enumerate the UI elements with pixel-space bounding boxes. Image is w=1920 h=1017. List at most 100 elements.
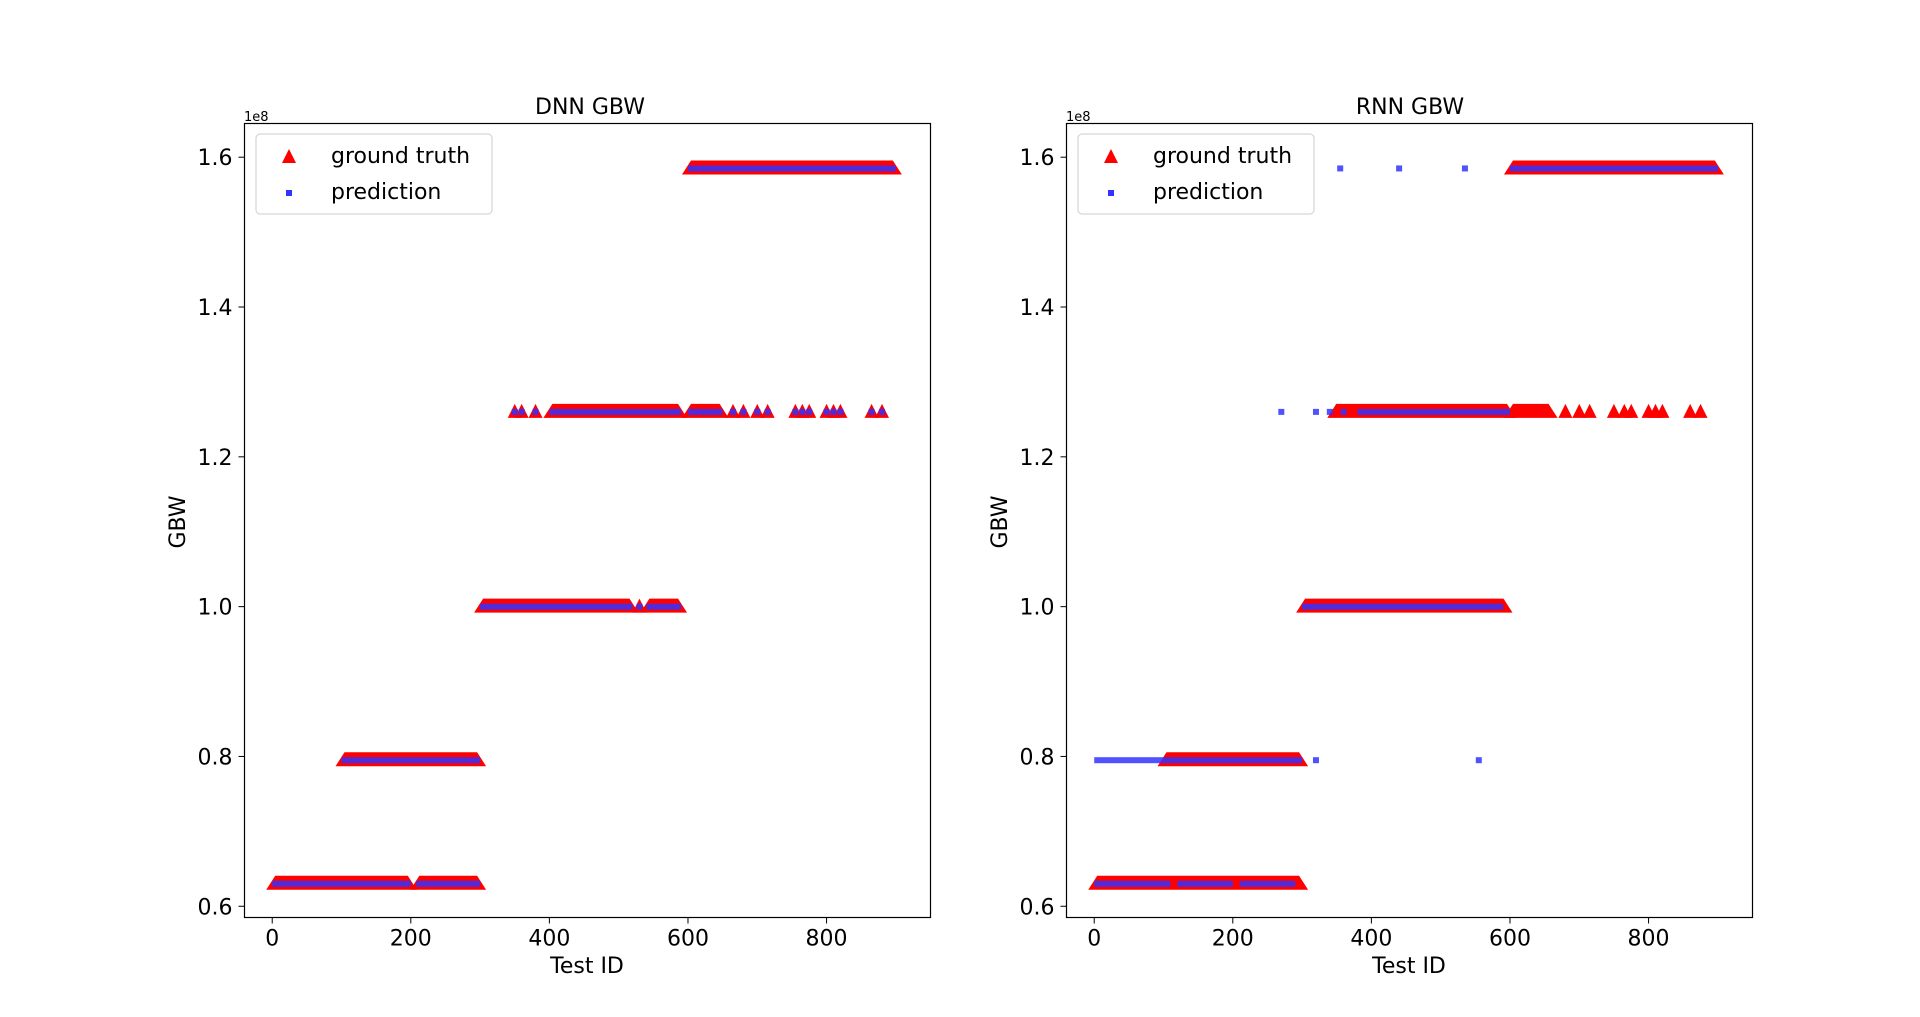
rnn-ground-truth-point	[1683, 403, 1698, 418]
rnn-legend-square-marker	[1108, 190, 1114, 196]
dnn-x-tick-label: 200	[390, 927, 432, 952]
dnn-legend: ground truth prediction	[255, 133, 493, 215]
dnn-prediction-run	[416, 880, 481, 887]
dnn-y-tick-label: 0.6	[198, 895, 233, 920]
rnn-y-axis-label: GBW	[988, 495, 1013, 548]
rnn-legend: ground truth prediction	[1077, 133, 1315, 215]
dnn-x-ticks: 0 200 400 600 800	[265, 917, 848, 952]
rnn-prediction-point	[1278, 408, 1285, 415]
rnn-prediction-run	[1509, 165, 1718, 172]
dnn-prediction-point	[764, 408, 771, 415]
dnn-x-tick-label: 0	[265, 927, 279, 952]
rnn-y-scale-label: 1e8	[1066, 110, 1091, 125]
dnn-prediction-point	[837, 408, 844, 415]
rnn-y-tick-label: 1.2	[1020, 446, 1055, 471]
rnn-x-tick-label: 600	[1489, 927, 1531, 952]
dnn-x-tick-label: 600	[667, 927, 709, 952]
dnn-y-tick-label: 1.6	[198, 146, 233, 171]
rnn-panel: RNN GBW 1e8 0 200 400 600 800 0.6 0.8 1.0 1.2 1.…	[988, 95, 1754, 979]
rnn-prediction-point	[1340, 408, 1347, 415]
dnn-legend-triangle-marker	[282, 149, 296, 163]
dnn-y-tick-label: 0.8	[198, 745, 233, 770]
dnn-panel: DNN GBW 1e8 0 200 400 600 800 0.6 0.8 1.0 1.2 1.…	[166, 95, 932, 979]
rnn-y-tick-label: 1.6	[1020, 146, 1055, 171]
dnn-axes-frame	[243, 122, 932, 919]
rnn-prediction-run	[1302, 603, 1504, 610]
dnn-x-axis-label: Test ID	[549, 954, 624, 979]
rnn-ground-truth-point	[1582, 403, 1597, 418]
rnn-y-tick-label: 0.6	[1020, 895, 1055, 920]
dnn-prediction-point	[730, 408, 737, 415]
rnn-ground-truth-point	[1693, 403, 1708, 418]
rnn-prediction-point	[1326, 408, 1333, 415]
dnn-legend-label-prediction: prediction	[331, 180, 441, 205]
dnn-x-tick-label: 400	[528, 927, 570, 952]
dnn-prediction-run	[687, 408, 723, 415]
rnn-x-axis-label: Test ID	[1371, 954, 1446, 979]
dnn-y-scale-label: 1e8	[244, 110, 269, 125]
rnn-y-tick-label: 0.8	[1020, 745, 1055, 770]
rnn-x-ticks: 0 200 400 600 800	[1087, 917, 1670, 952]
dnn-prediction-point	[792, 408, 799, 415]
rnn-x-tick-label: 400	[1350, 927, 1392, 952]
dnn-title: DNN GBW	[535, 95, 645, 120]
dnn-plot-area	[266, 160, 902, 890]
dnn-legend-square-marker	[286, 190, 292, 196]
dnn-prediction-point	[799, 408, 806, 415]
rnn-x-tick-label: 200	[1212, 927, 1254, 952]
rnn-ground-truth-point	[1558, 403, 1573, 418]
rnn-ground-truth-point	[1624, 403, 1639, 418]
rnn-title: RNN GBW	[1356, 95, 1465, 120]
dnn-legend-label-ground-truth: ground truth	[331, 144, 470, 169]
dnn-prediction-point	[754, 408, 761, 415]
rnn-y-tick-label: 1.0	[1020, 596, 1055, 621]
rnn-axes-frame	[1065, 122, 1754, 919]
dnn-prediction-run	[549, 408, 682, 415]
dnn-legend-box	[255, 133, 493, 215]
dnn-prediction-point	[511, 408, 518, 415]
rnn-legend-label-prediction: prediction	[1153, 180, 1263, 205]
dnn-y-axis-label: GBW	[166, 495, 191, 548]
dnn-y-tick-label: 1.2	[198, 446, 233, 471]
dnn-prediction-point	[878, 408, 885, 415]
rnn-ground-truth-point	[1572, 403, 1587, 418]
dnn-y-tick-label: 1.4	[198, 296, 233, 321]
dnn-prediction-point	[518, 408, 525, 415]
rnn-prediction-point	[1475, 757, 1482, 764]
rnn-x-tick-label: 800	[1628, 927, 1670, 952]
dnn-prediction-run	[341, 757, 481, 764]
rnn-prediction-point	[1396, 165, 1403, 172]
rnn-ground-truth-run	[1503, 403, 1558, 418]
rnn-prediction-run	[1177, 880, 1233, 887]
rnn-prediction-run	[1357, 408, 1510, 415]
dnn-prediction-point	[868, 408, 875, 415]
dnn-prediction-run	[480, 603, 633, 610]
rnn-prediction-point	[1337, 165, 1344, 172]
rnn-prediction-run	[1239, 880, 1296, 887]
rnn-legend-label-ground-truth: ground truth	[1153, 144, 1292, 169]
dnn-prediction-point	[636, 603, 643, 610]
rnn-prediction-point	[1312, 757, 1319, 764]
dnn-y-tick-label: 1.0	[198, 596, 233, 621]
dnn-prediction-point	[823, 408, 830, 415]
dnn-y-ticks: 0.6 0.8 1.0 1.2 1.4 1.6	[198, 146, 245, 920]
rnn-ground-truth-point	[1606, 403, 1621, 418]
rnn-prediction-point	[1312, 408, 1319, 415]
dnn-prediction-run	[272, 880, 411, 887]
dnn-x-tick-label: 800	[806, 927, 848, 952]
rnn-prediction-point	[1461, 165, 1468, 172]
dnn-prediction-point	[740, 408, 747, 415]
dnn-prediction-point	[830, 408, 837, 415]
dnn-prediction-point	[806, 408, 813, 415]
rnn-legend-triangle-marker	[1104, 149, 1118, 163]
dnn-prediction-point	[532, 408, 539, 415]
rnn-legend-box	[1077, 133, 1315, 215]
rnn-ground-truth-point	[1655, 403, 1670, 418]
dnn-prediction-run	[646, 603, 682, 610]
rnn-prediction-run	[1094, 880, 1171, 887]
dnn-prediction-run	[687, 165, 896, 172]
rnn-y-tick-label: 1.4	[1020, 296, 1055, 321]
rnn-plot-area	[1088, 160, 1724, 890]
rnn-prediction-run	[1094, 757, 1303, 764]
rnn-y-ticks: 0.6 0.8 1.0 1.2 1.4 1.6	[1020, 146, 1067, 920]
